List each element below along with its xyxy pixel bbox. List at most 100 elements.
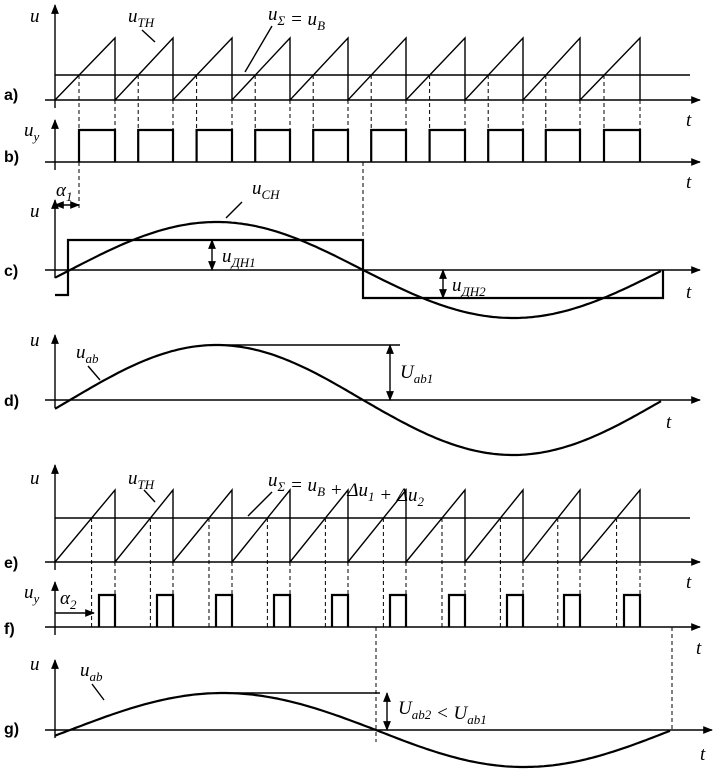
panel-label: g) — [4, 721, 19, 738]
y-axis-label: u — [30, 201, 40, 222]
label-subscript: ТН — [138, 477, 155, 492]
label-text: u — [452, 275, 462, 296]
panel-label: c) — [4, 263, 18, 280]
control-pulse — [562, 593, 582, 627]
wave-label: uab — [76, 342, 99, 366]
pointer — [91, 683, 105, 701]
label-text: + Δu — [375, 485, 418, 506]
wave-label: uab — [80, 660, 103, 684]
level-label: uДН2 — [452, 275, 486, 299]
control-pulse — [214, 593, 234, 627]
control-pulse — [487, 128, 525, 162]
label-subscript: В — [317, 484, 325, 499]
x-axis-label: t — [700, 744, 706, 765]
label-text: U — [398, 698, 413, 719]
label-text: u — [222, 246, 232, 267]
label-subscript: ab1 — [414, 371, 434, 386]
sum-label: uΣ = uВ — [268, 4, 325, 33]
sawtooth-wave — [54, 487, 641, 565]
label-subscript: ab2 — [412, 707, 432, 722]
output-voltage — [54, 691, 671, 769]
control-pulse — [370, 128, 408, 162]
label-text: = u — [285, 9, 317, 30]
ramp-label: uТН — [128, 468, 155, 492]
label-subscript: 1 — [368, 489, 375, 504]
label-text: = u — [285, 475, 317, 496]
control-pulse — [312, 128, 350, 162]
label-text: u — [80, 660, 90, 681]
alpha-label: α1 — [56, 180, 72, 204]
label-text: u — [24, 582, 34, 603]
label-text: + Δu — [325, 480, 368, 501]
label-text: u — [128, 6, 138, 27]
y-axis-label: u — [30, 330, 40, 351]
label-subscript: 1 — [66, 189, 73, 204]
level-label: uДН1 — [222, 246, 256, 270]
control-pulse — [447, 593, 467, 627]
label-subscript: ab — [86, 351, 100, 366]
amplitude-label: Uab1 — [400, 362, 433, 386]
label-text: u — [76, 342, 86, 363]
label-subscript: ДН1 — [230, 255, 256, 270]
pointer — [244, 25, 273, 73]
label-subscript: СН — [262, 187, 281, 202]
label-subscript: ab1 — [467, 712, 487, 727]
label-subscript: ТН — [138, 15, 155, 30]
panel-label: b) — [4, 149, 19, 166]
sine-label: uСН — [252, 178, 280, 202]
sawtooth-wave — [54, 36, 641, 102]
sum-label: uΣ = uВ + Δu1 + Δu2 — [268, 470, 424, 509]
x-axis-label: t — [686, 572, 692, 593]
control-pulse — [97, 593, 117, 627]
panel-label: d) — [4, 393, 19, 410]
label-subscript: В — [317, 18, 325, 33]
label-text: < U — [431, 703, 468, 724]
label-text: u — [252, 178, 262, 199]
control-pulse — [505, 593, 525, 627]
y-axis-label: uy — [24, 582, 40, 606]
pointer — [141, 29, 156, 43]
pointer — [143, 489, 156, 503]
output-voltage — [54, 343, 662, 457]
pointer — [247, 491, 273, 517]
control-pulse — [602, 128, 642, 162]
network-voltage — [54, 220, 662, 320]
pointer — [225, 201, 243, 219]
control-pulse — [254, 128, 292, 162]
pointer — [87, 365, 101, 381]
control-pulse — [272, 593, 292, 627]
label-subscript: y — [32, 591, 40, 606]
control-pulse — [195, 128, 234, 162]
control-pulse — [622, 593, 642, 627]
label-subscript: 2 — [417, 494, 424, 509]
control-pulse — [544, 128, 582, 162]
label-subscript: 2 — [70, 597, 77, 612]
label-subscript: ab — [90, 669, 104, 684]
label-text: u — [128, 468, 138, 489]
label-text: u — [24, 120, 34, 141]
label-subscript: ДН2 — [460, 284, 487, 299]
x-axis-label: t — [686, 282, 692, 303]
control-pulse — [330, 593, 350, 627]
panel-label: e) — [4, 555, 18, 572]
panel-label: f) — [4, 621, 15, 638]
y-axis-label: u — [30, 468, 40, 489]
control-pulse — [388, 593, 408, 627]
x-axis-label: t — [696, 638, 702, 659]
label-text: u — [268, 470, 278, 491]
label-text: α — [60, 588, 71, 609]
label-text: U — [400, 362, 415, 383]
control-pulse — [77, 128, 117, 162]
label-subscript: Σ — [277, 479, 286, 494]
y-axis-label: u — [30, 6, 40, 27]
label-subscript: y — [32, 129, 40, 144]
control-pulse — [137, 128, 175, 162]
label-subscript: Σ — [277, 13, 286, 28]
x-axis-label: t — [686, 110, 692, 131]
y-axis-label: uy — [24, 120, 40, 144]
label-text: α — [56, 180, 67, 201]
ramp-label: uТН — [128, 6, 155, 30]
x-axis-label: t — [666, 412, 672, 433]
y-axis-label: u — [30, 654, 40, 675]
